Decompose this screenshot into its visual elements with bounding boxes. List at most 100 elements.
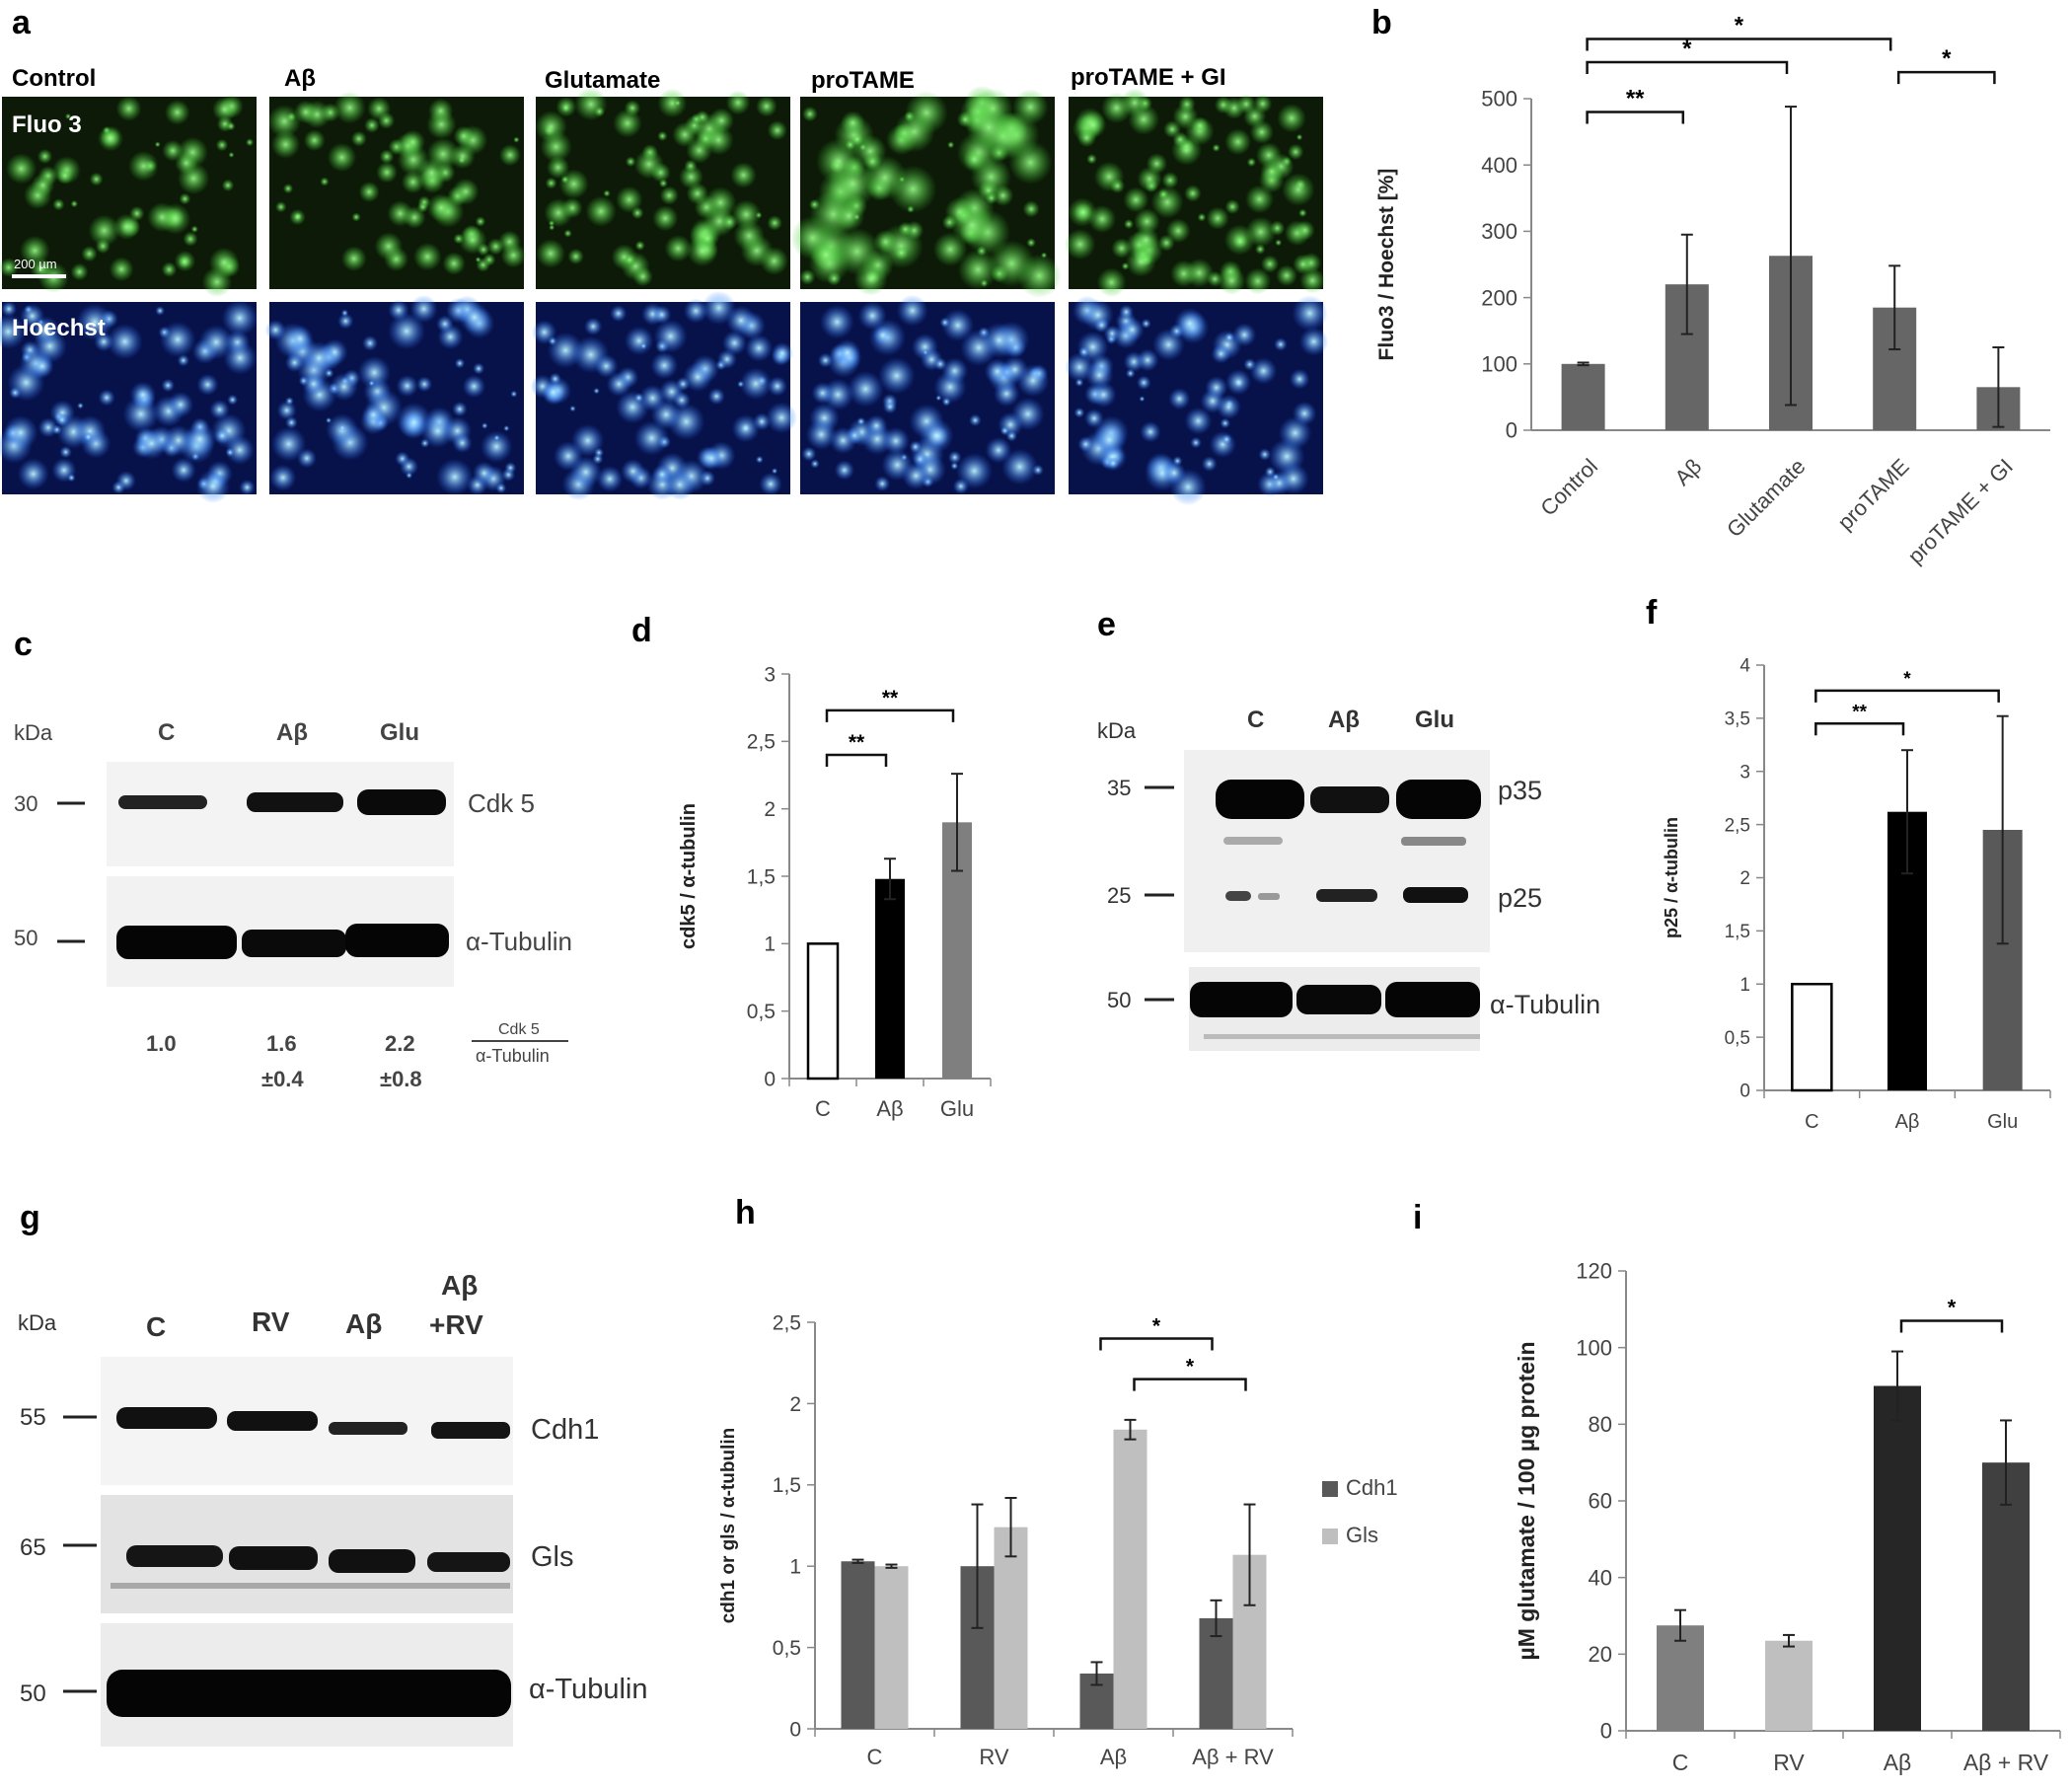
x-category-label: RV	[979, 1745, 1008, 1769]
nucleus-signal	[1220, 417, 1231, 429]
kda-label: kDa	[14, 720, 53, 745]
panel-letter-e: e	[1097, 606, 1116, 643]
nucleus-signal	[1140, 420, 1161, 443]
cell-signal	[379, 149, 395, 165]
cell-signal	[1125, 246, 1156, 277]
cell-signal	[374, 232, 404, 261]
nucleus-signal	[731, 413, 760, 443]
band-label-tubulin: α-Tubulin	[466, 927, 572, 956]
lane-label-abeta: Aβ	[276, 719, 308, 746]
nucleus-signal	[1223, 332, 1235, 343]
band	[345, 924, 449, 957]
cell-signal	[0, 258, 19, 277]
y-tick-label: 80	[1589, 1412, 1612, 1437]
cell-signal	[333, 91, 366, 124]
cell-signal	[1245, 216, 1277, 248]
nucleus-signal	[1077, 436, 1094, 453]
cell-signal	[109, 257, 134, 282]
nucleus-signal	[664, 469, 696, 500]
cell-signal	[634, 240, 645, 251]
nucleus-signal	[947, 450, 962, 465]
nucleus-signal	[480, 430, 513, 463]
nucleus-signal	[3, 414, 38, 450]
cell-signal	[128, 150, 159, 182]
cell-signal	[81, 245, 98, 262]
cell-signal	[894, 245, 910, 261]
nucleus-signal	[198, 325, 234, 360]
nucleus-signal	[286, 325, 314, 352]
y-tick-label: 0	[1506, 418, 1517, 443]
cell-signal	[376, 161, 398, 184]
cell-signal	[1282, 173, 1315, 206]
cell-signal	[475, 216, 486, 227]
marker-25: 25	[1107, 883, 1131, 908]
bar	[875, 878, 905, 1079]
panel-letter-c: c	[14, 626, 33, 663]
nucleus-signal	[817, 352, 834, 368]
nucleus-signal	[652, 305, 672, 325]
significance-bracket	[1896, 70, 1996, 85]
nucleus-signal	[76, 303, 113, 341]
nucleus-signal	[593, 387, 600, 395]
nucleus-signal	[98, 389, 115, 407]
nucleus-signal	[160, 321, 196, 358]
cell-signal	[567, 248, 584, 265]
band	[111, 1583, 510, 1589]
nucleus-signal	[77, 402, 84, 410]
cell-signal	[672, 121, 698, 148]
x-category-label: Aβ	[876, 1096, 903, 1121]
y-tick-label: 3	[764, 663, 776, 686]
cell-signal	[1022, 200, 1040, 218]
nucleus-signal	[177, 353, 190, 367]
nucleus-signal	[406, 472, 413, 480]
cell-signal	[613, 109, 642, 138]
cell-signal	[1100, 92, 1133, 124]
nucleus-signal	[771, 341, 794, 365]
nucleus-signal	[935, 395, 942, 402]
kda-label: kDa	[18, 1310, 57, 1335]
nucleus-signal	[361, 403, 386, 427]
significance-bracket	[1814, 722, 1905, 736]
cell-signal	[695, 110, 709, 124]
cell-signal	[1244, 267, 1272, 295]
cell-signal	[632, 266, 653, 287]
cell-signal	[833, 199, 865, 232]
y-tick-label: 1	[789, 1556, 801, 1579]
y-tick-label: 2	[764, 798, 776, 821]
nucleus-signal	[872, 325, 893, 345]
significance-marker: *	[1948, 1295, 1957, 1319]
panel-g-blot: kDa C RV Aβ Aβ +RV 55 65 50 Cdh1 Gls α-T…	[18, 1270, 647, 1747]
y-tick-label: 60	[1589, 1489, 1612, 1514]
y-tick-label: 200	[1481, 285, 1517, 310]
nucleus-signal	[94, 332, 114, 352]
cell-signal	[52, 198, 65, 211]
cell-signal	[1064, 228, 1096, 261]
cell-signal	[1224, 128, 1252, 156]
nucleus-signal	[302, 341, 336, 375]
cell-signal	[1133, 207, 1160, 235]
nucleus-signal	[404, 412, 424, 433]
x-category-label: C	[815, 1096, 831, 1121]
nucleus-signal	[857, 301, 887, 331]
condition-label-protame: proTAME	[811, 67, 915, 94]
cell-signal	[1232, 234, 1248, 250]
lane-label-abeta: Aβ	[345, 1308, 382, 1339]
nucleus-signal	[1136, 348, 1159, 372]
nucleus-signal	[909, 440, 923, 454]
nucleus-signal	[999, 425, 1010, 436]
lane-label-glu: Glu	[1415, 707, 1454, 733]
x-category-label: Aβ	[1895, 1111, 1920, 1133]
ratio-denominator: α-Tubulin	[476, 1046, 550, 1066]
cell-signal	[161, 261, 178, 277]
nucleus-signal	[725, 305, 757, 336]
band	[357, 789, 446, 815]
significance-marker: *	[1152, 1314, 1161, 1337]
marker-50: 50	[14, 926, 37, 950]
x-category-label: RV	[1773, 1750, 1805, 1775]
cell-signal	[1217, 266, 1246, 295]
cell-signal	[70, 199, 79, 208]
nucleus-signal	[811, 382, 834, 405]
nucleus-signal	[161, 378, 176, 393]
cell-signal	[1111, 238, 1133, 259]
